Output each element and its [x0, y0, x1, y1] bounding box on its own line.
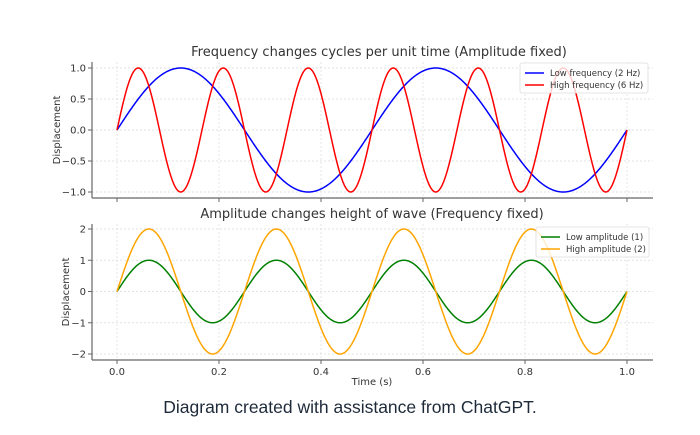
chart-title: Frequency changes cycles per unit time (… [191, 45, 567, 60]
y-tick-label: 2 [80, 225, 86, 236]
legend-label: Low frequency (2 Hz) [550, 69, 640, 79]
frequency-panel: 1.0 0.5 0.0 −0.5 −1.0 Frequency changes cycl… [52, 45, 653, 202]
legend: Low amplitude (1) High amplitude (2) [535, 226, 650, 258]
x-axis-label: Time (s) [351, 377, 393, 388]
x-tick-label: 0.6 [415, 367, 431, 378]
y-tick-label: −1.0 [62, 188, 86, 199]
y-tick-label: −2 [71, 350, 86, 361]
x-ticks: 0.0 0.2 0.4 0.6 0.8 1.0 [109, 360, 635, 378]
series-line [116, 67, 628, 193]
legend-label: High amplitude (2) [566, 245, 646, 255]
y-axis-label: Displacement [52, 96, 63, 165]
y-tick-label: −0.5 [62, 157, 86, 168]
y-tick-label: 0.5 [70, 95, 86, 106]
series-lines [116, 67, 628, 193]
figure-caption: Diagram created with assistance from Cha… [163, 397, 537, 417]
legend-box [535, 226, 650, 258]
legend-label: High frequency (6 Hz) [550, 81, 643, 91]
legend-label: Low amplitude (1) [566, 233, 643, 243]
amplitude-panel: 2 1 0 −1 −2 0.0 0.2 0.4 0.6 0.8 1.0 Amplitude cha… [61, 207, 653, 388]
x-tick-label: 0.2 [211, 367, 227, 378]
y-ticks: 2 1 0 −1 −2 [71, 225, 92, 361]
chart-title: Amplitude changes height of wave (Freque… [200, 207, 543, 222]
y-tick-label: 1 [80, 256, 86, 267]
x-tick-label: 0.8 [517, 367, 533, 378]
y-tick-label: 1.0 [70, 64, 86, 75]
y-tick-label: 0 [80, 287, 86, 298]
legend: Low frequency (2 Hz) High frequency (6 Hz… [519, 62, 649, 94]
y-ticks: 1.0 0.5 0.0 −0.5 −1.0 [62, 64, 92, 199]
y-axis-label: Displacement [61, 258, 72, 327]
y-tick-label: −1 [71, 318, 86, 329]
x-tick-label: 1.0 [619, 367, 635, 378]
x-tick-label: 0.4 [313, 367, 329, 378]
x-ticks [116, 198, 628, 202]
y-tick-label: 0.0 [70, 126, 86, 137]
x-tick-label: 0.0 [109, 367, 125, 378]
legend-box [519, 62, 649, 94]
